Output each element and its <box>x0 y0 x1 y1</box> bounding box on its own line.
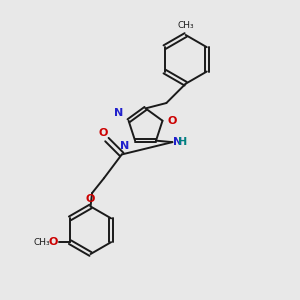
Text: CH₃: CH₃ <box>177 21 194 30</box>
Text: H: H <box>178 137 187 147</box>
Text: O: O <box>99 128 108 138</box>
Text: N: N <box>173 137 182 147</box>
Text: O: O <box>168 116 177 126</box>
Text: N: N <box>114 108 123 118</box>
Text: CH₃: CH₃ <box>33 238 50 247</box>
Text: O: O <box>48 237 58 247</box>
Text: O: O <box>86 194 95 204</box>
Text: N: N <box>121 141 130 151</box>
